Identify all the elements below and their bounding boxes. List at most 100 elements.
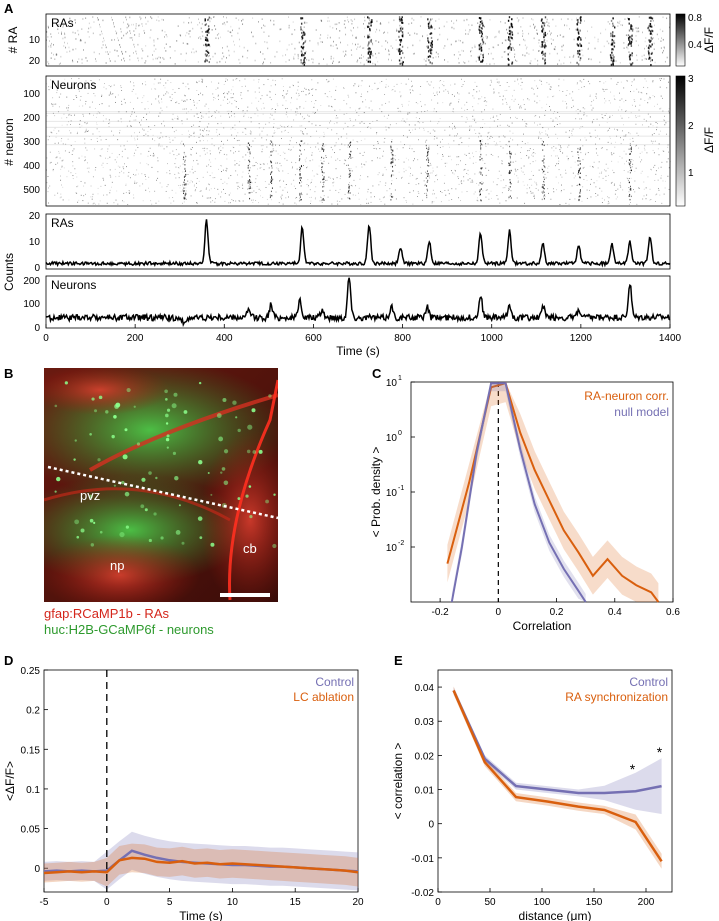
raster-neurons-mark: [610, 142, 612, 144]
raster-ras-mark: [636, 54, 638, 57]
raster-neurons-mark: [242, 110, 244, 112]
raster-neurons-event: [350, 150, 352, 153]
raster-neurons-mark: [420, 172, 422, 174]
raster-ras-mark: [669, 23, 671, 25]
raster-neurons-mark: [510, 197, 512, 199]
raster-neurons-mark: [84, 156, 86, 158]
raster-ras-mark: [384, 31, 386, 34]
raster-neurons-mark: [144, 81, 146, 83]
raster-neurons-mark: [286, 111, 288, 113]
raster-neurons-mark: [226, 183, 228, 185]
raster-neurons-mark: [528, 157, 530, 159]
raster-neurons-mark: [258, 91, 260, 93]
raster-ras-mark: [93, 51, 95, 54]
raster-ras-mark: [90, 26, 92, 29]
raster-neurons-mark: [499, 141, 501, 143]
raster-neurons-mark: [82, 113, 84, 115]
raster-neurons-mark: [400, 111, 402, 113]
raster-neurons-event: [480, 199, 482, 202]
raster-ras-event: [399, 62, 401, 65]
raster-neurons-mark: [261, 108, 262, 110]
raster-neurons-mark: [269, 96, 271, 98]
raster-neurons-mark: [520, 147, 522, 149]
raster-ras-mark: [551, 42, 553, 45]
raster-neurons-mark: [149, 147, 151, 149]
raster-neurons-mark: [426, 81, 428, 83]
raster-neurons-mark: [654, 179, 656, 181]
raster-ras-mark: [416, 33, 418, 35]
raster-neurons-mark: [269, 117, 271, 119]
raster-neurons-mark: [409, 191, 411, 193]
raster-neurons-mark: [641, 124, 643, 126]
raster-ras-event: [541, 44, 544, 47]
raster-neurons-mark: [274, 84, 276, 86]
raster-ras-mark: [555, 25, 557, 27]
raster-neurons-mark: [645, 80, 647, 82]
raster-neurons-mark: [629, 142, 631, 144]
raster-ras-mark: [426, 34, 428, 37]
raster-neurons-mark: [303, 165, 304, 167]
raster-ras-mark: [571, 18, 573, 21]
raster-neurons-mark: [664, 120, 666, 122]
panel-e-significance: *: [630, 761, 636, 777]
raster-neurons-event: [184, 184, 186, 186]
raster-neurons-mark: [81, 155, 83, 157]
panelD-xtick-label: 5: [167, 897, 173, 908]
raster-neurons-mark: [187, 111, 189, 113]
raster-neurons-mark: [129, 191, 131, 193]
raster-ras-mark: [120, 30, 122, 33]
raster-neurons-mark: [133, 197, 135, 199]
raster-neurons-mark: [493, 141, 495, 143]
raster-neurons-mark: [237, 132, 239, 134]
raster-ras-mark: [50, 44, 52, 47]
raster-neurons-event: [323, 150, 325, 152]
raster-neurons-mark: [272, 79, 274, 81]
raster-neurons-mark: [634, 180, 636, 182]
raster-neurons-mark: [505, 101, 507, 103]
raster-neurons-mark: [164, 87, 166, 89]
raster-ras-mark: [320, 40, 322, 43]
raster-neurons-mark: [258, 123, 260, 125]
trace-neurons-ytick-100: 100: [23, 299, 40, 310]
raster-neurons-mark: [527, 142, 529, 144]
raster-ras-mark: [298, 41, 300, 44]
panelD-band: [44, 831, 358, 891]
raster-ras-event: [208, 31, 210, 34]
raster-neurons-mark: [130, 125, 132, 127]
raster-neurons-mark: [464, 109, 466, 111]
raster-neurons-mark: [75, 172, 77, 174]
raster-neurons-mark: [364, 138, 366, 140]
micrograph-cell: [207, 471, 210, 474]
raster-neurons-mark: [103, 179, 105, 181]
raster-neurons-mark: [135, 93, 137, 95]
raster-ras-mark: [116, 50, 118, 52]
raster-neurons-mark: [277, 168, 279, 170]
raster-neurons-mark: [215, 88, 217, 90]
raster-neurons-mark: [615, 141, 617, 143]
raster-ras-mark: [567, 18, 569, 20]
raster-neurons-mark: [202, 79, 204, 81]
raster-ras-mark: [564, 24, 566, 26]
raster-neurons-mark: [175, 192, 177, 194]
raster-ras-mark: [413, 19, 415, 21]
raster-neurons-mark: [505, 200, 507, 202]
raster-neurons-event: [509, 155, 511, 158]
raster-ras-mark: [47, 25, 49, 28]
raster-ras-mark: [533, 37, 535, 40]
raster-ras-mark: [584, 20, 585, 22]
raster-neurons-mark: [475, 122, 477, 124]
panelE-legend-entry: RA synchronization: [565, 690, 668, 704]
raster-neurons-mark: [408, 124, 410, 126]
raster-neurons-event: [508, 162, 510, 165]
raster-ras-event: [204, 39, 207, 42]
raster-neurons-mark: [485, 189, 487, 191]
raster-neurons-mark: [516, 197, 518, 199]
raster-neurons-mark: [359, 131, 361, 133]
raster-neurons-mark: [585, 175, 587, 177]
raster-neurons-event: [479, 190, 481, 193]
raster-ras-event: [399, 43, 401, 46]
raster-neurons-mark: [227, 93, 229, 95]
raster-neurons-mark: [583, 166, 585, 168]
raster-neurons-mark: [466, 172, 468, 174]
raster-neurons-mark: [517, 177, 519, 179]
